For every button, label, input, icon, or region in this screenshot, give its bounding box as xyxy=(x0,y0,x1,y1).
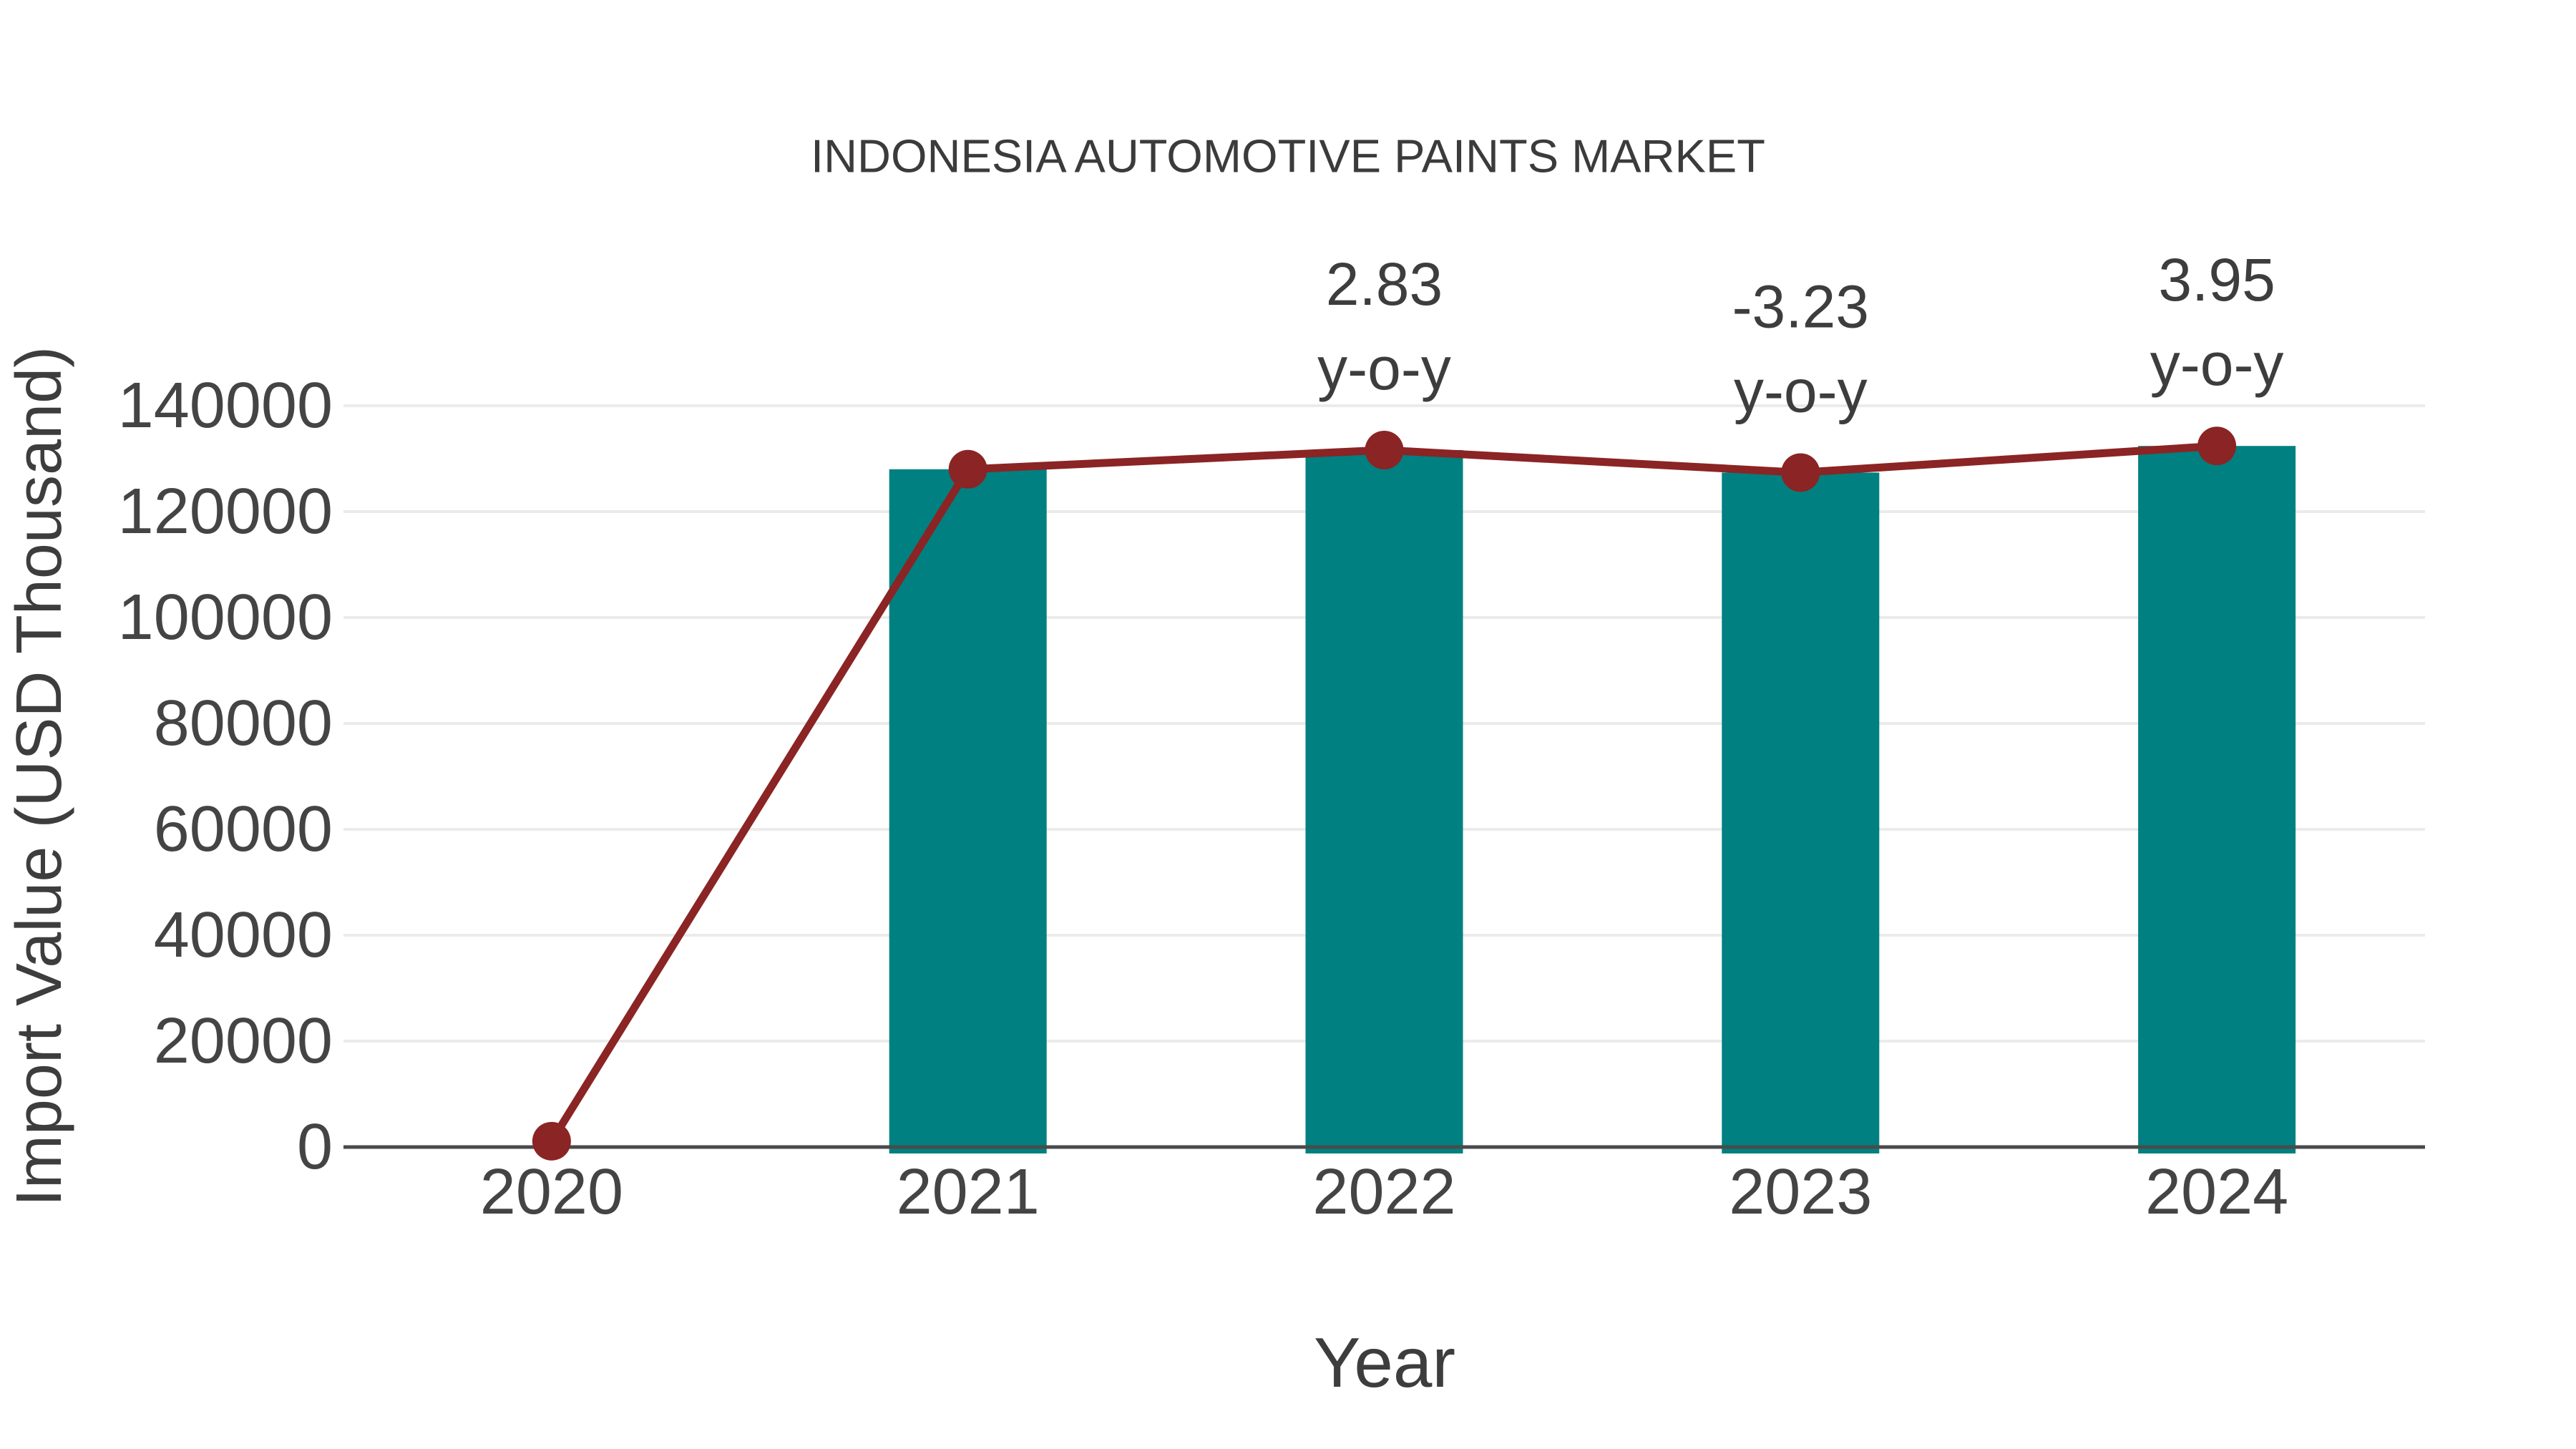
axes-layer: 2020 2021 2022 2023 2024 xyxy=(343,1145,2425,1228)
bar-2022 xyxy=(1305,449,1463,1153)
bars-layer xyxy=(889,446,2296,1153)
trend-marker-2024 xyxy=(2197,426,2237,466)
annotation-value-2023: -3.23 xyxy=(1732,273,1869,340)
annotation-unit-2023: y-o-y xyxy=(1734,357,1868,424)
chart-title: INDONESIA AUTOMOTIVE PAINTS MARKET xyxy=(811,130,1765,182)
x-tick-label-2021: 2021 xyxy=(897,1156,1040,1228)
annotations-layer: 2.83 y-o-y -3.23 y-o-y 3.95 y-o-y xyxy=(1317,246,2283,424)
y-tick-label-20000: 20000 xyxy=(154,1005,333,1077)
x-tick-label-2022: 2022 xyxy=(1312,1156,1455,1228)
annotation-unit-2022: y-o-y xyxy=(1317,335,1451,402)
annotation-unit-2024: y-o-y xyxy=(2150,331,2284,398)
y-tick-label-80000: 80000 xyxy=(154,688,333,759)
y-tick-label-140000: 140000 xyxy=(118,370,333,441)
x-tick-label-2023: 2023 xyxy=(1729,1156,1872,1228)
y-tick-label-120000: 120000 xyxy=(118,476,333,547)
y-tick-label-60000: 60000 xyxy=(154,794,333,865)
annotation-value-2022: 2.83 xyxy=(1326,250,1443,318)
trend-line-layer xyxy=(532,426,2237,1161)
x-tick-label-2024: 2024 xyxy=(2145,1156,2288,1228)
labels-layer: INDONESIA AUTOMOTIVE PAINTS MARKET Year … xyxy=(4,130,1765,1402)
bar-2023 xyxy=(1722,472,1880,1153)
bar-2024 xyxy=(2138,446,2296,1153)
x-tick-label-2020: 2020 xyxy=(480,1156,623,1228)
y-tick-label-40000: 40000 xyxy=(154,899,333,971)
x-axis-title: Year xyxy=(1314,1323,1455,1402)
trend-marker-2023 xyxy=(1781,453,1820,492)
annotation-value-2024: 3.95 xyxy=(2158,246,2275,313)
trend-marker-2021 xyxy=(948,449,987,489)
trend-marker-2020 xyxy=(532,1121,571,1161)
bar-2021 xyxy=(889,469,1047,1153)
gridlines-layer: 0 20000 40000 60000 80000 100000 120000 140000 xyxy=(118,370,2425,1183)
y-tick-label-100000: 100000 xyxy=(118,582,333,653)
trend-marker-2022 xyxy=(1365,430,1404,469)
y-tick-label-0: 0 xyxy=(297,1111,333,1183)
y-axis-title: Import Value (USD Thousand) xyxy=(4,346,75,1206)
